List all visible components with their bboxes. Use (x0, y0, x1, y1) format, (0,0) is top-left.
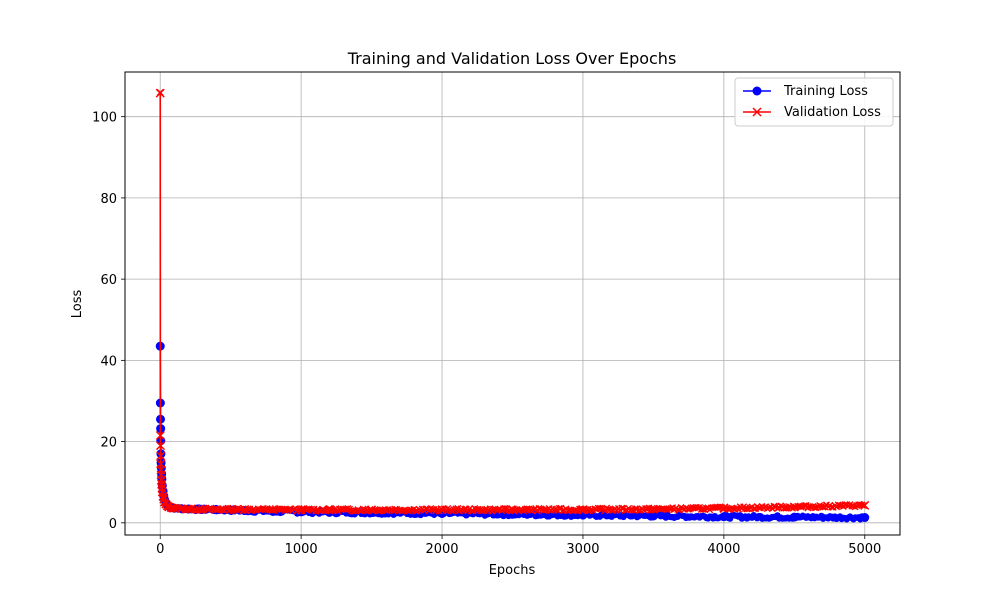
validation-loss-point (155, 441, 166, 451)
y-tick-label: 0 (109, 517, 117, 532)
y-tick-label: 80 (100, 192, 117, 207)
validation-loss-point (296, 505, 306, 515)
legend: Training Loss Validation Loss (734, 77, 894, 127)
validation-loss-point (268, 505, 278, 515)
axis-ticks: 0 1000 2000 3000 4000 5000 0 20 40 60 80 100 (92, 111, 881, 557)
x-tick-label: 4000 (707, 542, 740, 557)
x-tick-label: 2000 (425, 542, 458, 557)
validation-loss-point (155, 430, 165, 441)
validation-loss-point (367, 505, 377, 515)
y-tick-label: 20 (100, 436, 117, 451)
legend-box (734, 77, 894, 127)
validation-loss-point (789, 502, 799, 512)
validation-loss-point (183, 504, 193, 514)
validation-loss-marker (356, 507, 364, 515)
legend-validation-marker (752, 107, 762, 117)
validation-loss-series (155, 88, 870, 515)
validation-loss-point (169, 503, 179, 513)
validation-loss-point (155, 88, 165, 98)
x-tick-label: 0 (156, 542, 164, 557)
grid (125, 72, 900, 535)
training-loss-point (789, 512, 799, 522)
validation-loss-point (860, 500, 870, 510)
y-tick-label: 100 (92, 111, 117, 126)
x-tick-label: 3000 (566, 542, 599, 557)
validation-loss-point (156, 451, 166, 461)
validation-loss-point (240, 504, 250, 514)
validation-loss-point (648, 504, 658, 514)
validation-loss-point (159, 494, 169, 504)
validation-loss-point (166, 503, 177, 513)
training-loss-point (719, 512, 729, 522)
legend-validation-label: Validation Loss (784, 105, 881, 120)
validation-loss-point (324, 505, 334, 515)
y-tick-label: 60 (100, 273, 117, 288)
validation-loss-point (437, 505, 447, 515)
chart-title: Training and Validation Loss Over Epochs (347, 49, 677, 68)
validation-loss-point (578, 505, 588, 515)
training-loss-point (648, 511, 658, 521)
validation-loss-point (226, 504, 236, 514)
x-tick-label: 5000 (848, 542, 881, 557)
x-axis-title: Epochs (489, 563, 536, 578)
series-layer (155, 88, 870, 523)
training-loss-point (860, 513, 870, 523)
y-tick-label: 40 (100, 354, 117, 369)
plot-frame (124, 71, 901, 536)
x-tick-label: 1000 (285, 542, 318, 557)
validation-loss-point (197, 504, 208, 514)
validation-loss-point (212, 504, 222, 514)
legend-training-marker (752, 86, 762, 96)
validation-loss-marker (782, 504, 790, 512)
validation-loss-point (176, 504, 186, 514)
validation-loss-point (507, 505, 518, 515)
legend-training-label: Training Loss (783, 84, 868, 99)
validation-loss-point (157, 483, 167, 493)
validation-loss-point (719, 503, 729, 513)
y-axis-title: Loss (70, 290, 85, 319)
